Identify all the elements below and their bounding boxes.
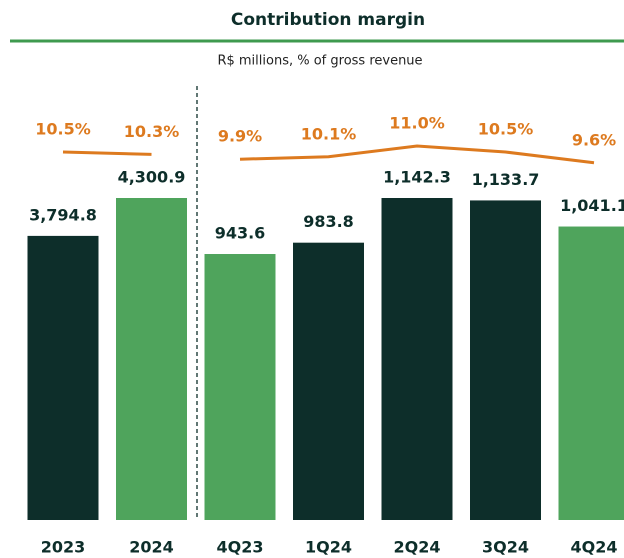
margin-label: 10.5% (478, 120, 534, 139)
margin-label: 10.1% (301, 124, 357, 143)
margin-label: 10.3% (124, 122, 180, 141)
margin-label: 11.0% (389, 114, 445, 133)
chart-subtitle: R$ millions, % of gross revenue (217, 54, 422, 69)
margin-line (62, 150, 152, 156)
chart-title: Contribution margin (231, 10, 425, 30)
bar (558, 226, 624, 520)
margin-label: 10.5% (35, 120, 91, 139)
x-tick-label: 1Q24 (305, 538, 352, 557)
value-label: 943.6 (215, 224, 266, 243)
bar (470, 200, 541, 520)
x-tick-label: 3Q24 (482, 538, 529, 557)
bar (116, 198, 187, 520)
margin-label: 9.9% (218, 127, 262, 146)
value-label: 4,300.9 (118, 168, 186, 187)
bar (204, 254, 276, 520)
margin-line (239, 144, 595, 165)
bar (27, 235, 99, 520)
x-tick-label: 2Q24 (394, 538, 441, 557)
x-tick-label: 4Q24 (571, 538, 618, 557)
value-label: 1,041.1 (560, 196, 624, 215)
value-label: 1,133.7 (472, 170, 540, 189)
bar (293, 242, 364, 521)
x-tick-label: 2024 (129, 538, 174, 557)
value-label: 1,142.3 (383, 168, 451, 187)
value-label: 983.8 (303, 212, 354, 231)
x-tick-label: 4Q23 (217, 538, 264, 557)
bar (381, 198, 453, 520)
value-label: 3,794.8 (29, 205, 97, 224)
x-tick-label: 2023 (41, 538, 86, 557)
margin-label: 9.6% (572, 130, 616, 149)
